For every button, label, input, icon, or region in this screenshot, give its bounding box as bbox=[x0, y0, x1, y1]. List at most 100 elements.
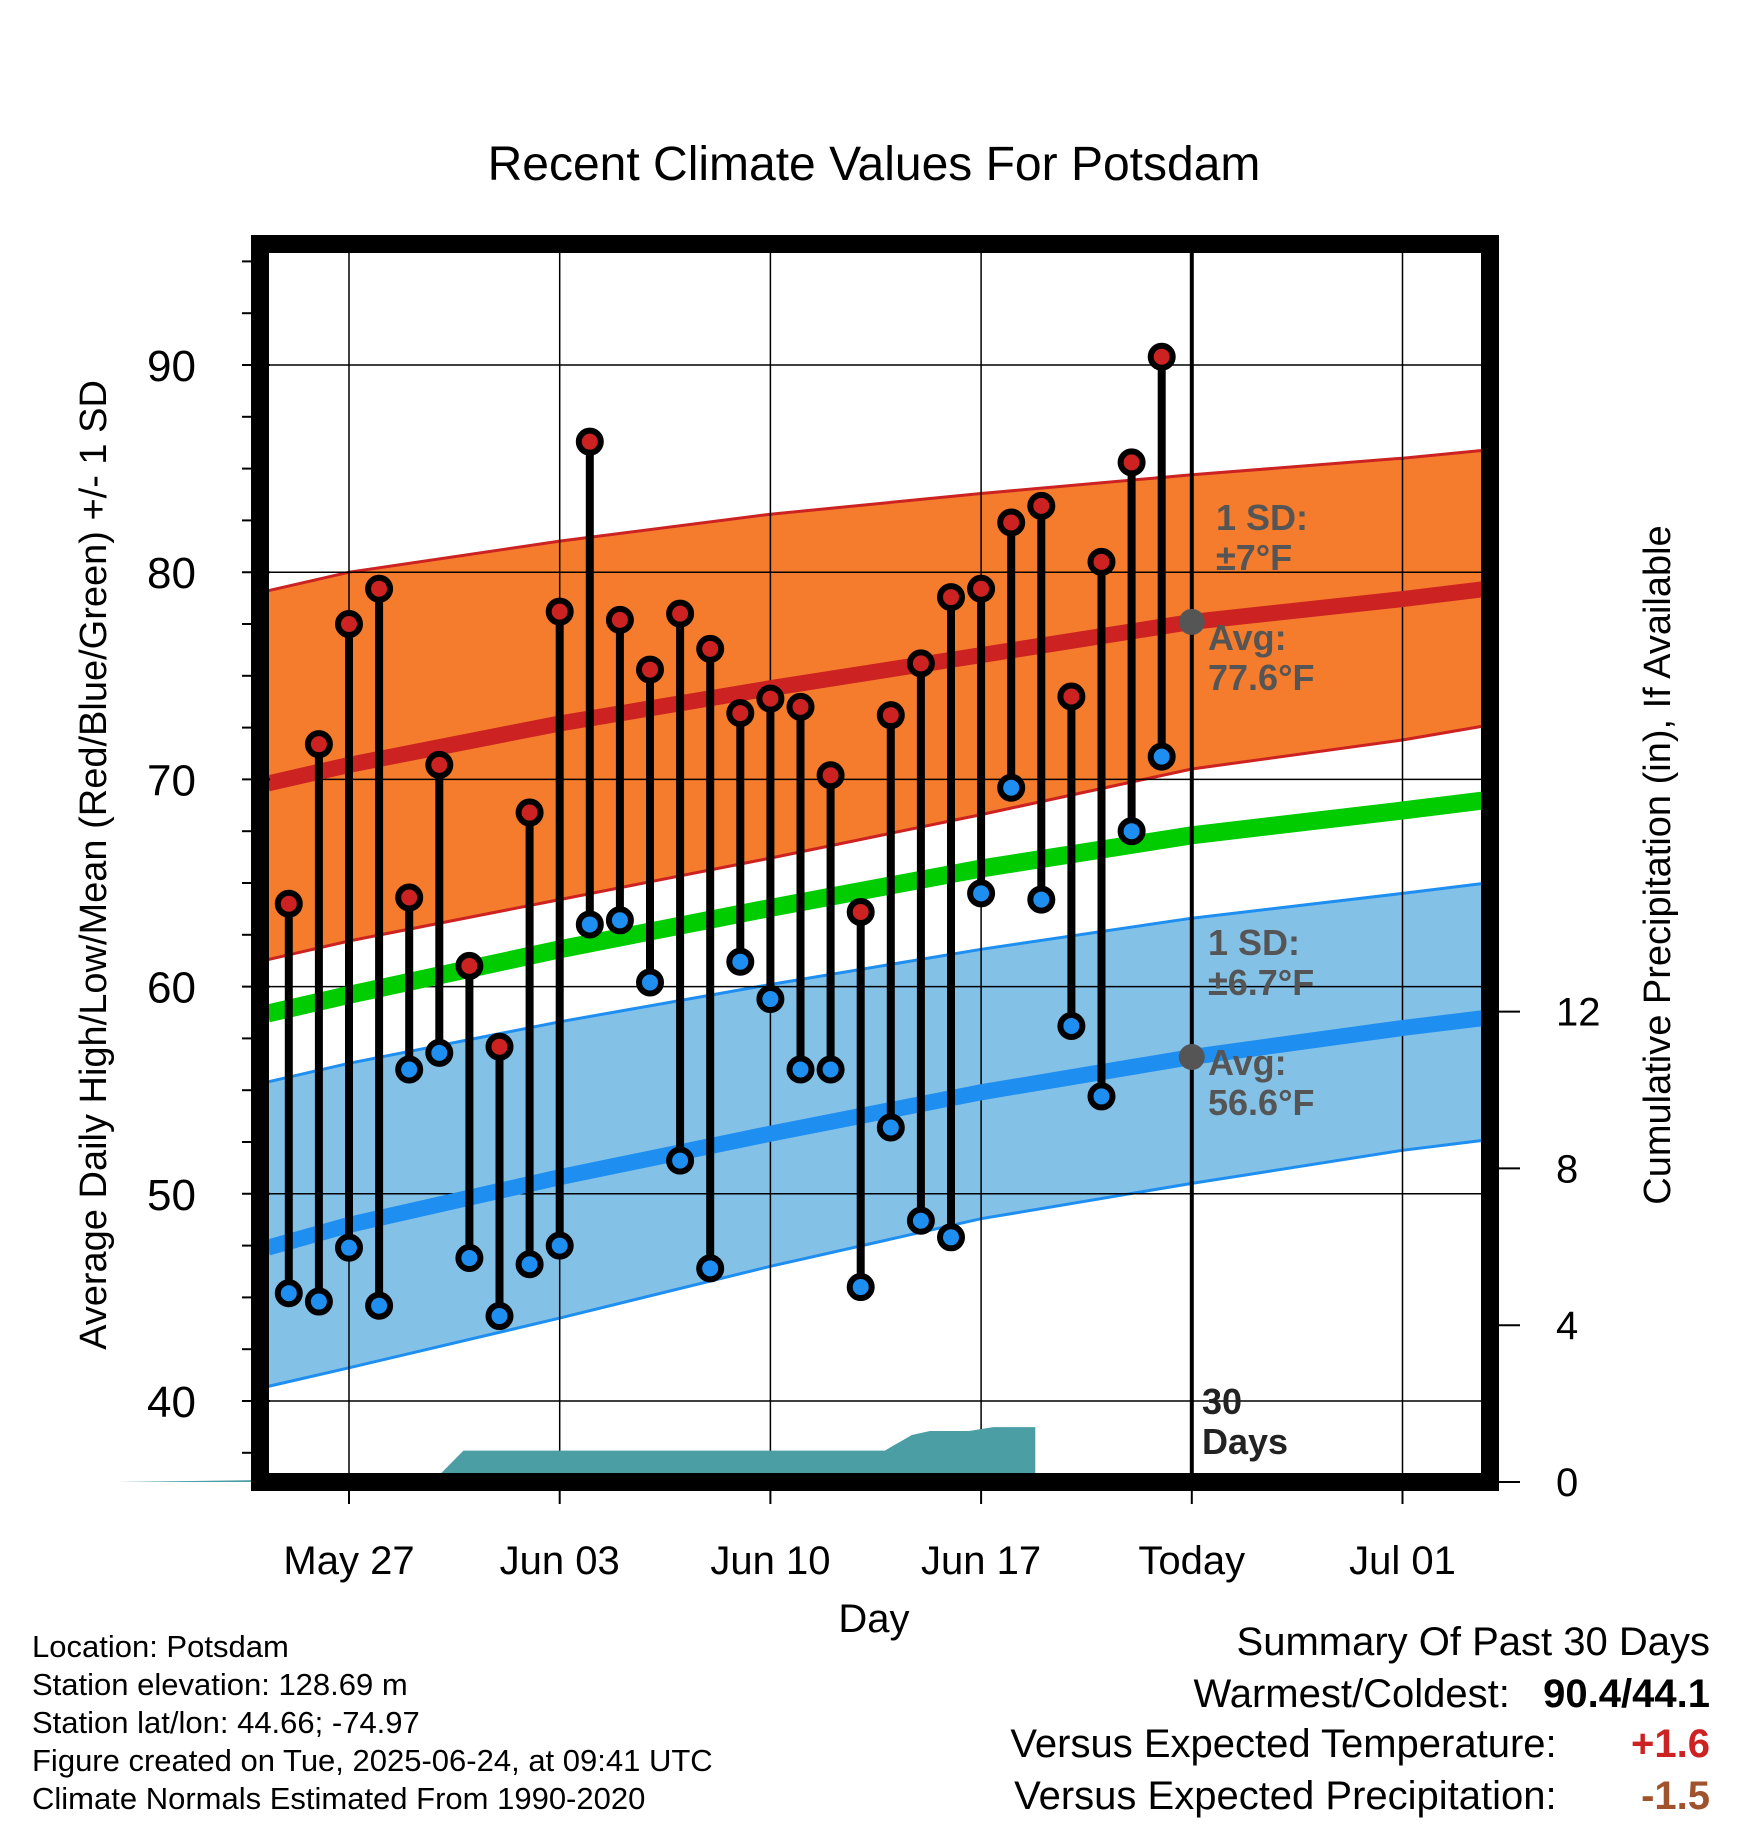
daily-low-point bbox=[906, 1206, 935, 1235]
daily-low-point bbox=[274, 1279, 303, 1308]
low-sd-annotation: 1 SD: bbox=[1208, 922, 1300, 963]
days-annotation: 30 bbox=[1202, 1381, 1242, 1422]
summary-precipitation: Versus Expected Precipitation: -1.5 bbox=[1014, 1774, 1710, 1819]
plot-frame bbox=[251, 235, 1499, 1491]
daily-low-point bbox=[575, 910, 604, 939]
high-sd-band-lower-edge bbox=[267, 724, 1488, 962]
sd-bands bbox=[267, 448, 1488, 1388]
daily-low-point bbox=[636, 968, 664, 997]
elevation-line: Station elevation: 128.69 m bbox=[32, 1667, 408, 1702]
daily-high-point bbox=[666, 599, 695, 628]
normals-line: Climate Normals Estimated From 1990-2020 bbox=[32, 1781, 646, 1816]
daily-high-point bbox=[575, 427, 604, 456]
y2-tick-label: 8 bbox=[1556, 1147, 1578, 1191]
summary-value: +1.6 bbox=[1631, 1722, 1710, 1766]
low-sd-annotation: ±6.7°F bbox=[1208, 962, 1314, 1003]
summary-temperature: Versus Expected Temperature: +1.6 bbox=[1010, 1722, 1710, 1767]
daily-high-point bbox=[636, 655, 664, 684]
daily-high-point bbox=[515, 798, 544, 827]
mean-average-line bbox=[265, 791, 1488, 1023]
daily-high-point bbox=[846, 898, 875, 927]
summary-value: 90.4/44.1 bbox=[1543, 1672, 1710, 1716]
high-sd-band-upper-edge bbox=[267, 448, 1487, 593]
daily-low-point bbox=[846, 1273, 875, 1302]
daily-low-point bbox=[1087, 1082, 1116, 1111]
daily-high-point bbox=[335, 610, 363, 638]
daily-low-point bbox=[816, 1055, 845, 1084]
daily-low-point bbox=[1147, 742, 1176, 771]
daily-high-point bbox=[425, 750, 454, 779]
daily-low-point bbox=[365, 1291, 394, 1320]
daily-high-point bbox=[997, 508, 1026, 537]
daily-high-point bbox=[304, 730, 333, 759]
y2-tick-label: 12 bbox=[1556, 991, 1601, 1035]
daily-low-point bbox=[515, 1250, 544, 1279]
precipitation-area bbox=[117, 1427, 1036, 1482]
precipitation-fill bbox=[117, 1427, 1036, 1482]
y-tick-label: 80 bbox=[147, 549, 196, 598]
daily-low-point bbox=[756, 985, 785, 1014]
low-average-annotation: Avg: bbox=[1208, 1042, 1287, 1083]
latlon-line: Station lat/lon: 44.66; -74.97 bbox=[32, 1705, 420, 1740]
y2-axis-label: Cumulative Precipitation (in), If Availa… bbox=[1637, 525, 1679, 1204]
summary-warmest-coldest: Warmest/Coldest: 90.4/44.1 bbox=[1193, 1672, 1710, 1717]
x-tick-label: Today bbox=[1138, 1539, 1245, 1583]
daily-low-point bbox=[545, 1231, 574, 1260]
axes: 40 50 60 70 80 90 0 4 8 12 May 27 Jun 03 Jun 10 Jun 1… bbox=[147, 235, 1601, 1583]
daily-low-point bbox=[967, 879, 996, 908]
daily-low-point bbox=[605, 906, 634, 935]
daily-observations bbox=[274, 342, 1176, 1331]
daily-high-point bbox=[1027, 491, 1056, 520]
y2-tick-label: 0 bbox=[1556, 1461, 1578, 1505]
daily-high-point bbox=[545, 597, 574, 626]
daily-high-point bbox=[876, 701, 905, 730]
summary-value: -1.5 bbox=[1641, 1774, 1710, 1818]
low-sd-band bbox=[267, 883, 1487, 1387]
x-tick-label: Jun 17 bbox=[921, 1539, 1041, 1583]
daily-low-point bbox=[455, 1244, 484, 1273]
daily-high-point bbox=[605, 605, 634, 634]
daily-high-point bbox=[786, 692, 815, 721]
daily-low-point bbox=[304, 1287, 333, 1316]
daily-low-point bbox=[1027, 885, 1056, 914]
daily-low-point bbox=[425, 1038, 454, 1067]
daily-low-point bbox=[876, 1113, 905, 1142]
daily-high-point bbox=[696, 634, 725, 663]
high-sd-annotation: ±7°F bbox=[1216, 537, 1292, 578]
y-tick-label: 40 bbox=[147, 1378, 196, 1427]
daily-low-point bbox=[1117, 817, 1146, 846]
y-axis-label: Average Daily High/Low/Mean (Red/Blue/Gr… bbox=[73, 380, 115, 1350]
high-average-line bbox=[265, 580, 1488, 792]
daily-high-point bbox=[274, 889, 303, 918]
daily-low-point bbox=[485, 1302, 514, 1331]
x-tick-label: Jul 01 bbox=[1349, 1539, 1456, 1583]
high-sd-band bbox=[267, 450, 1487, 960]
low-average-line bbox=[265, 1009, 1488, 1256]
daily-high-point bbox=[937, 583, 965, 612]
summary-label: Warmest/Coldest: bbox=[1193, 1672, 1510, 1716]
days-annotation: Days bbox=[1202, 1421, 1288, 1462]
daily-high-point bbox=[756, 684, 785, 713]
daily-low-point bbox=[937, 1223, 965, 1252]
daily-low-point bbox=[335, 1233, 363, 1262]
today-marker bbox=[1178, 244, 1205, 1482]
daily-high-point bbox=[1087, 547, 1116, 576]
daily-high-point bbox=[816, 761, 845, 790]
summary-label: Versus Expected Precipitation: bbox=[1014, 1774, 1557, 1818]
x-tick-label: Jun 10 bbox=[710, 1539, 830, 1583]
y-tick-label: 90 bbox=[147, 342, 196, 391]
daily-low-point bbox=[786, 1055, 815, 1084]
daily-high-point bbox=[1147, 342, 1176, 371]
high-average-annotation: 77.6°F bbox=[1208, 657, 1314, 698]
y-tick-label: 60 bbox=[147, 964, 196, 1013]
daily-low-point bbox=[1057, 1011, 1086, 1040]
daily-high-point bbox=[967, 574, 996, 603]
daily-high-point bbox=[485, 1032, 514, 1061]
x-tick-label: Jun 03 bbox=[500, 1539, 620, 1583]
daily-high-point bbox=[365, 574, 394, 603]
chart-title: Recent Climate Values For Potsdam bbox=[488, 138, 1261, 191]
daily-low-point bbox=[395, 1055, 424, 1084]
location-line: Location: Potsdam bbox=[32, 1629, 289, 1664]
average-lines bbox=[265, 580, 1488, 1256]
daily-low-point bbox=[696, 1254, 725, 1283]
